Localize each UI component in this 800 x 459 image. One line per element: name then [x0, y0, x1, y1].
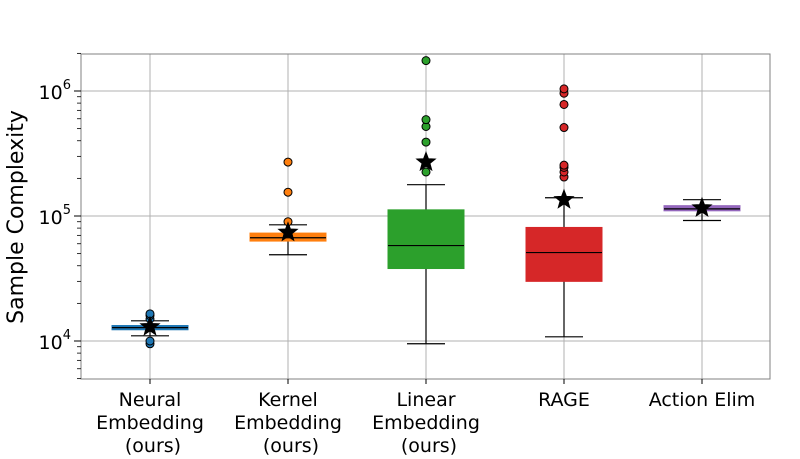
- y-axis-ticks: 104 105 106: [39, 52, 81, 380]
- box-layer: [111, 56, 741, 349]
- x-category-label: Neural: [119, 389, 182, 411]
- mean-marker: [691, 196, 713, 217]
- outlier-point: [559, 160, 569, 170]
- x-category-label: Kernel: [258, 389, 318, 411]
- x-category-label: (ours): [263, 435, 319, 457]
- x-category-label: Embedding: [234, 412, 342, 434]
- iqr-box: [525, 226, 603, 282]
- iqr-box: [387, 209, 465, 270]
- outlier-point: [145, 336, 155, 346]
- box-group: [663, 196, 741, 222]
- box-group: [111, 309, 189, 349]
- box-group: [525, 84, 603, 338]
- mean-marker: [277, 221, 299, 242]
- y-tick-label: 105: [39, 203, 71, 229]
- outlier-point: [559, 99, 569, 109]
- outlier-point: [283, 157, 293, 167]
- outlier-point: [421, 137, 431, 147]
- outlier-point: [283, 187, 293, 197]
- box-group: [249, 157, 327, 256]
- x-category-label: Action Elim: [649, 389, 756, 411]
- box-group: [387, 56, 465, 345]
- outlier-point: [421, 115, 431, 125]
- x-category-label: Embedding: [372, 412, 480, 434]
- mean-marker: [139, 315, 161, 336]
- outlier-point: [559, 84, 569, 94]
- x-axis-categories: NeuralEmbedding(ours)KernelEmbedding(our…: [96, 379, 755, 457]
- x-category-label: Linear: [396, 389, 455, 411]
- x-category-label: (ours): [401, 435, 457, 457]
- x-category-label: RAGE: [538, 389, 590, 411]
- y-axis-label: Sample Complexity: [4, 110, 29, 324]
- mean-marker: [415, 150, 437, 172]
- outlier-point: [421, 167, 431, 177]
- mean-marker: [553, 188, 575, 209]
- y-tick-label: 104: [39, 328, 71, 354]
- x-category-label: (ours): [125, 435, 181, 457]
- outlier-point: [559, 123, 569, 133]
- x-category-label: Embedding: [96, 412, 204, 434]
- outlier-point: [421, 56, 431, 66]
- y-tick-label: 106: [39, 78, 71, 104]
